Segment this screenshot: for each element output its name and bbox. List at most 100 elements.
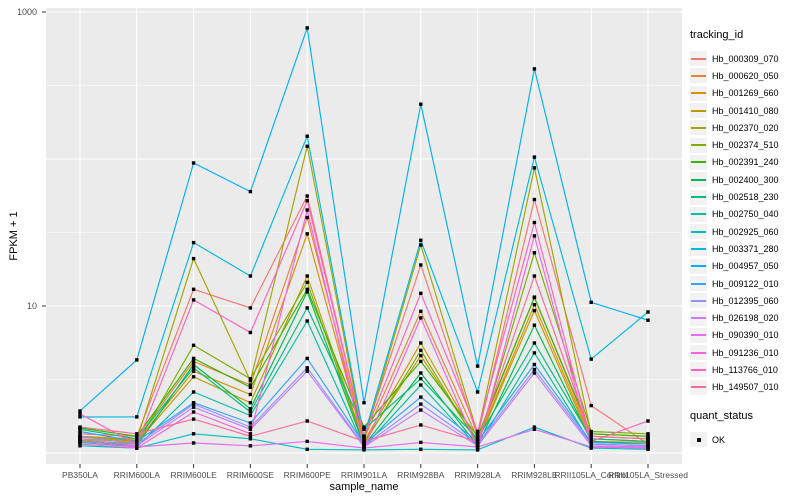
x-tick-label: RRIM928LE [511, 470, 558, 480]
data-point [191, 375, 196, 379]
legend-item: Hb_004957_050 [690, 258, 800, 275]
legend-item: Hb_002374_510 [690, 136, 800, 153]
legend-key [690, 276, 707, 291]
data-point [419, 377, 423, 381]
data-point [248, 392, 253, 397]
legend-item-label: Hb_002374_510 [712, 140, 779, 151]
x-tick-label: RRII105LA_Control [554, 470, 629, 480]
data-point [419, 359, 423, 364]
data-point [475, 432, 480, 436]
data-point [135, 437, 139, 441]
data-point [532, 427, 537, 431]
data-point [532, 351, 537, 355]
data-point [78, 412, 82, 416]
legend-key [690, 137, 707, 153]
data-point [248, 330, 253, 335]
data-point [78, 415, 82, 419]
legend-item: Hb_002370_020 [690, 119, 800, 136]
data-point [532, 234, 537, 238]
data-point [248, 306, 253, 310]
data-point [419, 238, 423, 242]
legend-item: OK [690, 431, 800, 448]
data-point [305, 134, 309, 138]
data-point [646, 318, 650, 322]
data-point [532, 308, 537, 313]
data-point [305, 419, 309, 423]
x-tick-label: RRIM901LA [340, 470, 388, 480]
x-axis-title: sample_name [329, 481, 399, 493]
data-point [78, 437, 82, 441]
data-point [532, 251, 537, 255]
x-tick-label: RRIM600PE [283, 470, 331, 480]
legend-item: Hb_002400_300 [690, 171, 800, 188]
legend-key-line [691, 334, 706, 337]
data-point [305, 439, 309, 444]
data-point [248, 434, 253, 438]
legend-key [690, 310, 707, 326]
data-point [475, 390, 480, 394]
data-point [362, 439, 366, 444]
legend-item: Hb_000309_070 [690, 50, 800, 67]
data-point [646, 437, 650, 441]
data-point [248, 189, 253, 194]
data-point [191, 410, 196, 414]
legend-item: Hb_000620_050 [690, 67, 800, 84]
data-point [646, 446, 650, 450]
x-tick-label: RRII105LA_Stressed [608, 470, 688, 480]
legend-item-label: Hb_001410_080 [712, 105, 779, 116]
data-point [419, 402, 423, 406]
legend-item-label: Hb_002391_240 [712, 157, 779, 168]
data-point [191, 240, 196, 245]
data-point [419, 341, 423, 345]
legend-key [690, 189, 707, 205]
x-tick-label: RRIM928BA [397, 470, 445, 480]
data-point [248, 401, 253, 405]
data-point [305, 215, 309, 220]
data-point [475, 434, 480, 438]
legend-key-line [691, 178, 706, 181]
data-point [362, 448, 366, 452]
legend-key [690, 85, 707, 101]
data-point [646, 434, 650, 438]
data-point [475, 442, 480, 446]
data-point [191, 362, 196, 367]
x-tick-label: RRIM928LA [454, 470, 501, 480]
y-axis-title: FPKM + 1 [8, 211, 20, 261]
legend-item: Hb_002391_240 [690, 154, 800, 171]
legend-key [690, 154, 707, 170]
legend-key [690, 224, 707, 240]
data-point [589, 429, 593, 434]
y-tick-label: 1000 [16, 7, 37, 17]
data-point [305, 194, 309, 198]
data-point [532, 425, 537, 429]
data-point [589, 432, 593, 436]
data-point [419, 447, 423, 451]
data-point [419, 440, 423, 445]
data-point [191, 366, 196, 370]
legend-key-line [691, 368, 706, 371]
legend-quant-status: quant_status OK [690, 410, 800, 448]
data-point [248, 444, 253, 448]
data-point [475, 437, 480, 441]
legend-item: Hb_113766_010 [690, 361, 800, 378]
legend-key-line [691, 247, 706, 250]
data-point [135, 434, 139, 438]
data-point [248, 377, 253, 381]
data-point [419, 348, 423, 352]
legend-key [690, 327, 707, 343]
data-point [248, 274, 253, 278]
data-point [305, 366, 309, 370]
data-point [78, 429, 82, 434]
data-point [305, 356, 309, 361]
data-point [589, 300, 593, 304]
data-point [532, 303, 537, 307]
legend-key [690, 103, 707, 119]
legend-item: Hb_149507_010 [690, 379, 800, 396]
legend-key-line [691, 92, 706, 95]
legend-item-label: Hb_000309_070 [712, 53, 779, 64]
data-point [532, 166, 537, 170]
legend: tracking_id Hb_000309_070 Hb_000620_050 Hb… [690, 29, 800, 448]
legend-item-label: Hb_113766_010 [712, 364, 778, 375]
data-point [532, 341, 537, 345]
legend-item-label: Hb_149507_010 [712, 382, 779, 393]
